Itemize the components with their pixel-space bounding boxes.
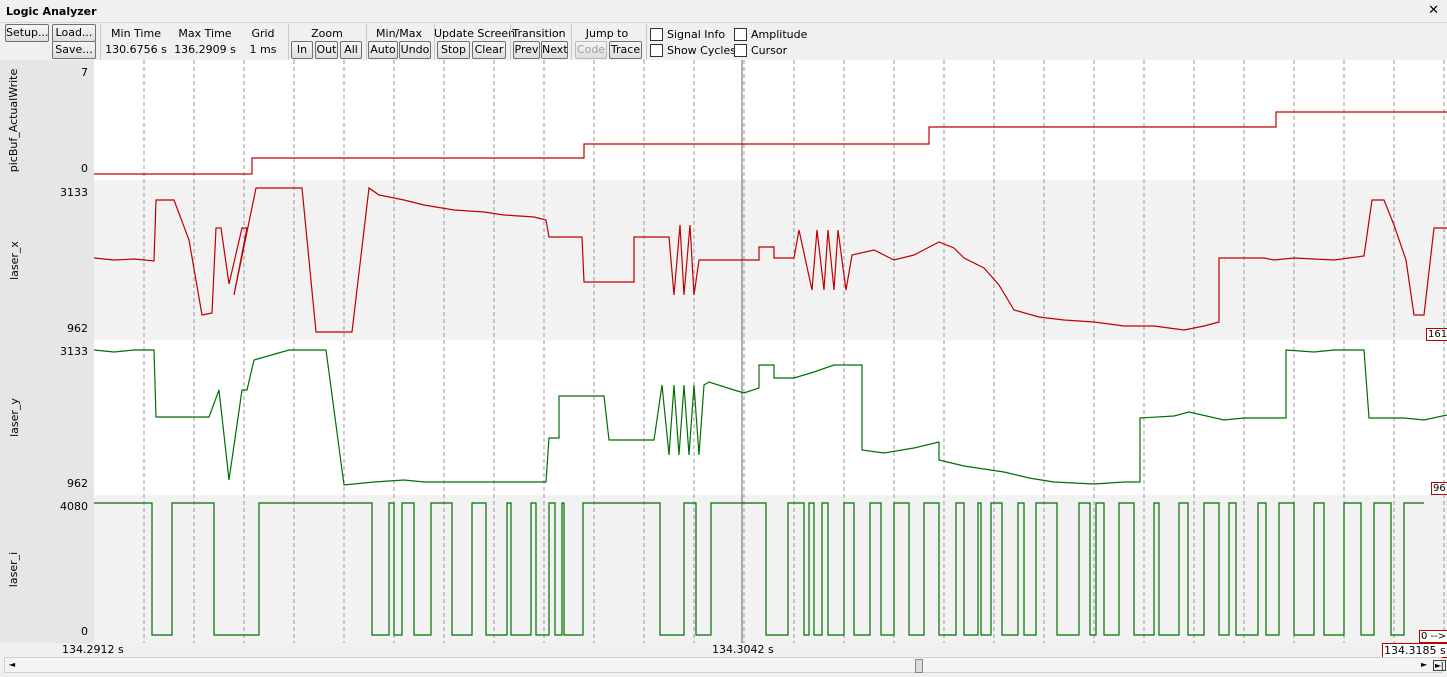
waveform-laser-y <box>94 349 1447 486</box>
scroll-left-icon[interactable]: ◄ <box>9 660 16 669</box>
transition-label: Transition <box>512 27 566 40</box>
scale-min: 0 <box>81 625 88 638</box>
scale-max: 3133 <box>60 186 88 199</box>
amplitude-label: Amplitude <box>751 28 808 41</box>
auto-button[interactable]: Auto <box>368 41 398 59</box>
minmax-label: Min/Max <box>376 27 422 40</box>
waveform-laser-x <box>94 186 1447 333</box>
grid-value: 1 ms <box>242 42 284 58</box>
toolbar: Setup... Load... Save... Min Time 130.67… <box>0 22 1447 60</box>
signal-info-label: Signal Info <box>667 28 726 41</box>
scale-max: 3133 <box>60 345 88 358</box>
signal-panel-laser-i[interactable]: laser_i 4080 0 <box>0 495 95 643</box>
load-button[interactable]: Load... <box>52 24 96 42</box>
time-center: 134.3042 s <box>712 643 774 656</box>
signal-name: laser_i <box>7 551 21 587</box>
zoom-all-button[interactable]: All <box>340 41 362 59</box>
time-right: 134.3185 s <box>1382 643 1447 658</box>
clear-button[interactable]: Clear <box>472 41 506 59</box>
title-bar: Logic Analyzer ✕ <box>0 0 1447 23</box>
time-left: 134.2912 s <box>62 643 124 656</box>
min-time-value: 130.6756 s <box>104 42 168 58</box>
cursor-checkbox[interactable] <box>734 44 747 57</box>
show-cycles-checkbox[interactable] <box>650 44 663 57</box>
prev-button[interactable]: Prev <box>513 41 540 59</box>
setup-button[interactable]: Setup... <box>5 24 49 42</box>
laser-y-edge-tag: 96 <box>1431 482 1447 495</box>
show-cycles-label: Show Cycles <box>667 44 736 57</box>
scroll-end-icon[interactable]: ►| <box>1433 660 1446 671</box>
signal-name: laser_y <box>7 398 21 437</box>
code-button[interactable]: Code <box>575 41 607 59</box>
jump-to-label: Jump to <box>585 27 629 40</box>
grid-label: Grid <box>251 27 275 40</box>
max-time-value: 136.2909 s <box>172 42 238 58</box>
zoom-in-button[interactable]: In <box>291 41 313 59</box>
update-screen-label: Update Screen <box>434 27 516 40</box>
laser-i-edge-tag: 0 --> <box>1419 630 1447 643</box>
signal-panel-laser-x[interactable]: laser_x 3133 962 <box>0 180 95 340</box>
signal-info-checkbox[interactable] <box>650 28 663 41</box>
signal-panel-picbuf[interactable]: picBuf_ActualWrite 7 0 <box>0 60 95 180</box>
zoom-label: Zoom <box>311 27 343 40</box>
cursor-label: Cursor <box>751 44 788 57</box>
scale-min: 0 <box>81 162 88 175</box>
time-axis: 134.2912 s 134.3042 s 134.3185 s <box>0 643 1447 658</box>
scroll-right-icon[interactable]: ► <box>1421 660 1428 669</box>
max-time-label: Max Time <box>178 27 232 40</box>
window-title: Logic Analyzer <box>6 5 97 18</box>
horizontal-scrollbar[interactable]: ◄ ► ►| <box>4 657 1446 673</box>
signal-name: laser_x <box>7 240 21 280</box>
waveform-laser-i <box>94 502 1424 636</box>
trace-button[interactable]: Trace <box>609 41 642 59</box>
scale-max: 4080 <box>60 500 88 513</box>
signal-name: picBuf_ActualWrite <box>7 68 21 172</box>
save-button[interactable]: Save... <box>52 41 96 59</box>
signal-panel-laser-y[interactable]: laser_y 3133 962 <box>0 340 95 495</box>
stop-button[interactable]: Stop <box>437 41 470 59</box>
scroll-thumb[interactable] <box>915 659 923 673</box>
min-time-label: Min Time <box>111 27 161 40</box>
zoom-out-button[interactable]: Out <box>315 41 338 59</box>
waveform-picbuf <box>94 111 1447 175</box>
scale-min: 962 <box>67 322 88 335</box>
next-button[interactable]: Next <box>541 41 568 59</box>
scale-min: 962 <box>67 477 88 490</box>
laser-x-edge-tag: 161 <box>1426 328 1447 341</box>
scale-max: 7 <box>81 66 88 79</box>
close-icon[interactable]: ✕ <box>1428 3 1439 18</box>
amplitude-checkbox[interactable] <box>734 28 747 41</box>
waveform-plot[interactable] <box>94 60 1447 643</box>
undo-button[interactable]: Undo <box>399 41 431 59</box>
